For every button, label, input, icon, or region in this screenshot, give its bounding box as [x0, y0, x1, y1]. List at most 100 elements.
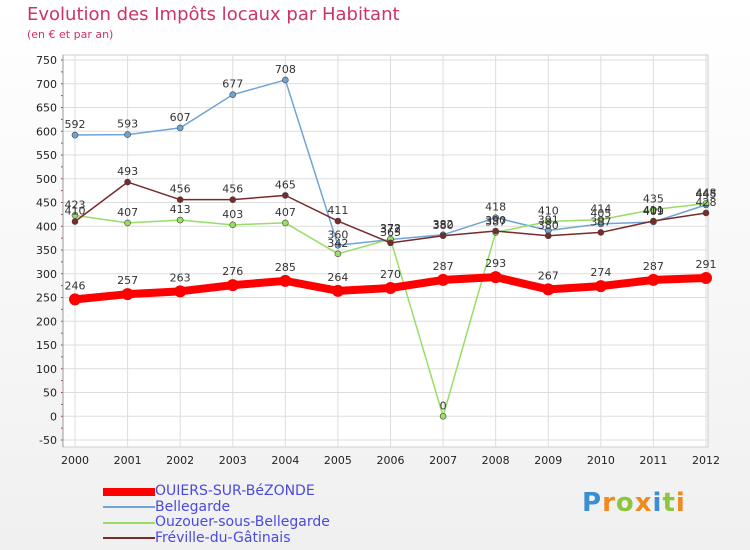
data-point [229, 221, 237, 229]
data-point [176, 196, 184, 203]
data-label: 264 [327, 271, 348, 284]
data-label: 342 [327, 237, 348, 250]
y-tick-label: 200 [36, 315, 57, 328]
data-label: 293 [485, 257, 506, 270]
data-point [702, 200, 710, 207]
data-label: 263 [170, 271, 191, 284]
data-point [124, 219, 131, 227]
logo-letter: i [675, 488, 686, 518]
x-tick-label: 2003 [219, 454, 247, 467]
data-point [334, 250, 342, 258]
logo-letter: r [602, 488, 616, 518]
data-point [279, 274, 292, 287]
data-label: 380 [433, 219, 454, 232]
data-point [226, 279, 239, 292]
data-point [492, 214, 499, 221]
y-tick-label: 350 [36, 244, 57, 257]
data-point [176, 124, 184, 132]
data-label: 592 [65, 118, 86, 131]
logo-letter: i [652, 488, 663, 518]
data-label: 407 [275, 206, 296, 219]
x-tick-label: 2005 [324, 454, 352, 467]
data-label: 387 [590, 215, 611, 228]
data-point [439, 412, 447, 420]
legend-item: Bellegarde [103, 498, 330, 516]
data-label: 390 [485, 214, 506, 227]
data-label: 448 [696, 186, 717, 199]
chart-title: Evolution des Impôts locaux par Habitant [27, 4, 400, 25]
data-point [594, 280, 607, 293]
data-label: 365 [380, 226, 401, 239]
data-point [334, 241, 342, 249]
data-point [542, 283, 555, 296]
data-point [597, 229, 605, 236]
data-label: 270 [380, 268, 401, 281]
x-tick-label: 2000 [61, 454, 89, 467]
legend-label: Bellegarde [155, 498, 231, 515]
x-tick-label: 2006 [377, 454, 405, 467]
logo-letter: t [662, 488, 676, 518]
data-label: 387 [485, 215, 506, 228]
data-point [124, 178, 131, 186]
y-tick-label: 250 [36, 292, 57, 305]
data-point [229, 91, 237, 98]
y-tick-label: 100 [36, 363, 57, 376]
data-label: 428 [696, 196, 717, 209]
data-point [700, 272, 712, 285]
data-label: 410 [538, 205, 559, 218]
y-tick-label: 550 [36, 149, 57, 162]
data-label: 274 [590, 266, 611, 279]
logo-letter: P [582, 488, 603, 518]
data-label: 360 [327, 228, 348, 241]
data-label: 435 [643, 193, 664, 206]
data-label: 403 [222, 208, 243, 221]
legend-swatch [103, 506, 155, 509]
data-label: 257 [117, 274, 138, 287]
legend: OUIERS-SUR-BéZONDE Bellegarde Ouzouer-so… [103, 483, 330, 546]
data-label: 445 [696, 188, 717, 201]
data-point [439, 232, 447, 240]
data-label: 285 [275, 261, 296, 274]
logo-letter: x [634, 488, 653, 518]
data-point [282, 219, 289, 227]
data-label: 382 [433, 218, 454, 231]
data-label: 380 [538, 219, 559, 232]
data-label: 391 [538, 214, 559, 227]
data-point [282, 192, 289, 199]
data-label: 411 [327, 204, 348, 217]
data-label: 287 [433, 260, 454, 273]
legend-swatch [103, 537, 155, 540]
data-point [69, 293, 81, 306]
y-tick-label: 0 [50, 410, 57, 423]
data-point [282, 76, 289, 84]
x-tick-label: 2011 [639, 454, 667, 467]
data-label: 373 [380, 222, 401, 235]
data-point [702, 209, 710, 217]
data-point [647, 273, 660, 286]
data-label: 677 [222, 78, 243, 91]
data-label: 493 [117, 165, 138, 178]
plot-area [62, 54, 709, 448]
data-point [174, 285, 187, 298]
data-label: 593 [117, 118, 138, 131]
data-point [384, 282, 397, 294]
x-tick-label: 2012 [692, 454, 720, 467]
proxiti-logo: Proxiti [582, 488, 686, 518]
data-point [71, 131, 79, 139]
data-point [71, 218, 79, 225]
data-point [492, 227, 499, 235]
y-tick-label: 600 [36, 125, 57, 138]
data-point [437, 273, 450, 286]
data-point [597, 216, 605, 223]
legend-label: Ouzouer-sous-Bellegarde [155, 514, 330, 530]
data-label: 410 [65, 205, 86, 218]
y-tick-label: 700 [36, 78, 57, 91]
data-point [331, 284, 344, 297]
data-point [544, 232, 552, 240]
data-label: 409 [643, 205, 664, 218]
legend-swatch [103, 487, 155, 496]
x-tick-label: 2009 [534, 454, 562, 467]
data-point [176, 216, 184, 224]
data-label: 287 [643, 260, 664, 273]
data-point [544, 218, 552, 225]
